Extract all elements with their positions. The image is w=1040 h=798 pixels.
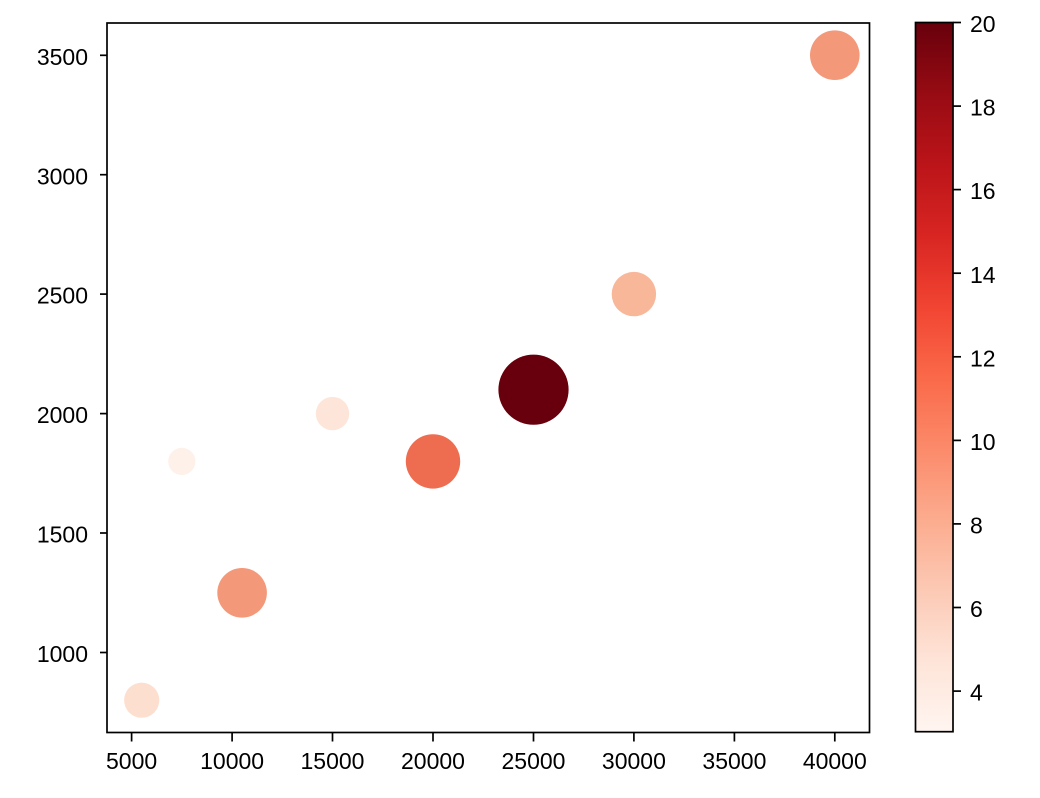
svg-text:14: 14 bbox=[970, 262, 996, 288]
svg-text:35000: 35000 bbox=[702, 748, 766, 774]
svg-text:20000: 20000 bbox=[401, 748, 465, 774]
svg-text:16: 16 bbox=[970, 178, 996, 204]
svg-text:8: 8 bbox=[970, 513, 983, 539]
svg-text:2000: 2000 bbox=[37, 402, 88, 428]
svg-text:4: 4 bbox=[970, 680, 983, 706]
svg-text:15000: 15000 bbox=[301, 748, 365, 774]
svg-text:5000: 5000 bbox=[106, 748, 157, 774]
svg-text:18: 18 bbox=[970, 95, 996, 121]
svg-text:3000: 3000 bbox=[37, 163, 88, 189]
svg-text:25000: 25000 bbox=[502, 748, 566, 774]
svg-text:20: 20 bbox=[970, 11, 996, 37]
svg-text:3500: 3500 bbox=[37, 44, 88, 70]
svg-text:40000: 40000 bbox=[803, 748, 867, 774]
svg-text:10: 10 bbox=[970, 429, 996, 455]
svg-text:30000: 30000 bbox=[602, 748, 666, 774]
svg-text:12: 12 bbox=[970, 345, 996, 371]
svg-text:10000: 10000 bbox=[200, 748, 264, 774]
svg-text:1500: 1500 bbox=[37, 522, 88, 548]
svg-text:1000: 1000 bbox=[37, 641, 88, 667]
svg-text:6: 6 bbox=[970, 596, 983, 622]
svg-text:2500: 2500 bbox=[37, 283, 88, 309]
